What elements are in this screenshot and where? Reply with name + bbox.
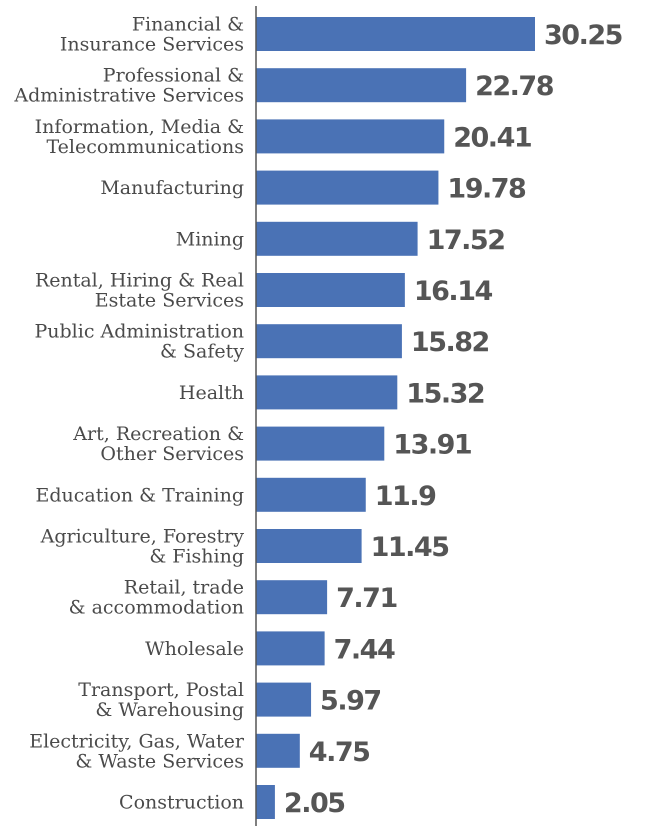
value-label-2: 22.78 <box>475 71 554 102</box>
category-label-4: Manufacturing <box>100 177 244 199</box>
bar-15 <box>256 733 300 768</box>
category-label-13: Wholesale <box>145 638 244 660</box>
category-label-7: Public Administration & Safety <box>35 321 245 363</box>
value-label-6: 16.14 <box>414 276 493 307</box>
category-label-15: Electricity, Gas, Water & Waste Services <box>29 730 245 772</box>
category-label-3: Information, Media & Telecommunications <box>35 116 244 158</box>
bar-2 <box>256 68 467 103</box>
value-label-13: 7.44 <box>334 634 395 665</box>
category-label-1: Financial & Insurance Services <box>60 14 244 56</box>
bar-10 <box>256 477 366 512</box>
category-label-11: Agriculture, Forestry & Fishing <box>40 526 245 568</box>
bar-12 <box>256 580 328 615</box>
value-label-12: 7.71 <box>336 583 397 614</box>
value-labels-group: 30.25 22.78 20.41 19.78 17.52 16.14 15.82 15.32… <box>284 20 623 819</box>
value-label-10: 11.9 <box>375 481 436 512</box>
value-label-9: 13.91 <box>393 430 471 461</box>
bar-5 <box>256 221 418 256</box>
category-label-8: Health <box>179 382 244 404</box>
bar-6 <box>256 273 405 307</box>
bar-3 <box>256 119 445 154</box>
category-label-16: Construction <box>119 792 244 814</box>
bar-8 <box>256 375 398 410</box>
category-label-9: Art, Recreation & Other Services <box>72 423 244 465</box>
value-label-7: 15.82 <box>411 327 489 358</box>
category-label-10: Education & Training <box>36 484 245 506</box>
bar-1 <box>256 17 535 51</box>
value-label-1: 30.25 <box>544 20 622 51</box>
category-label-14: Transport, Postal & Warehousing <box>78 679 244 721</box>
value-label-3: 20.41 <box>453 122 531 153</box>
bar-14 <box>256 682 312 717</box>
bar-4 <box>256 170 439 205</box>
category-label-12: Retail, trade & accommodation <box>69 577 244 619</box>
value-label-16: 2.05 <box>284 788 345 819</box>
value-label-11: 11.45 <box>371 532 449 563</box>
category-label-6: Rental, Hiring & Real Estate Services <box>35 270 244 312</box>
bars-group <box>256 17 535 819</box>
category-label-5: Mining <box>176 228 244 250</box>
category-label-2: Professional & Administrative Services <box>13 65 244 107</box>
bar-7 <box>256 324 402 359</box>
bar-11 <box>256 529 362 563</box>
bar-13 <box>256 631 325 666</box>
value-label-8: 15.32 <box>406 378 484 409</box>
value-label-4: 19.78 <box>447 174 526 205</box>
bar-9 <box>256 426 385 461</box>
value-label-14: 5.97 <box>320 686 381 717</box>
value-label-5: 17.52 <box>427 225 505 256</box>
category-labels-group: Financial & Insurance Services Professiona… <box>13 14 245 814</box>
value-label-15: 4.75 <box>309 737 370 768</box>
bar-16 <box>256 785 275 819</box>
